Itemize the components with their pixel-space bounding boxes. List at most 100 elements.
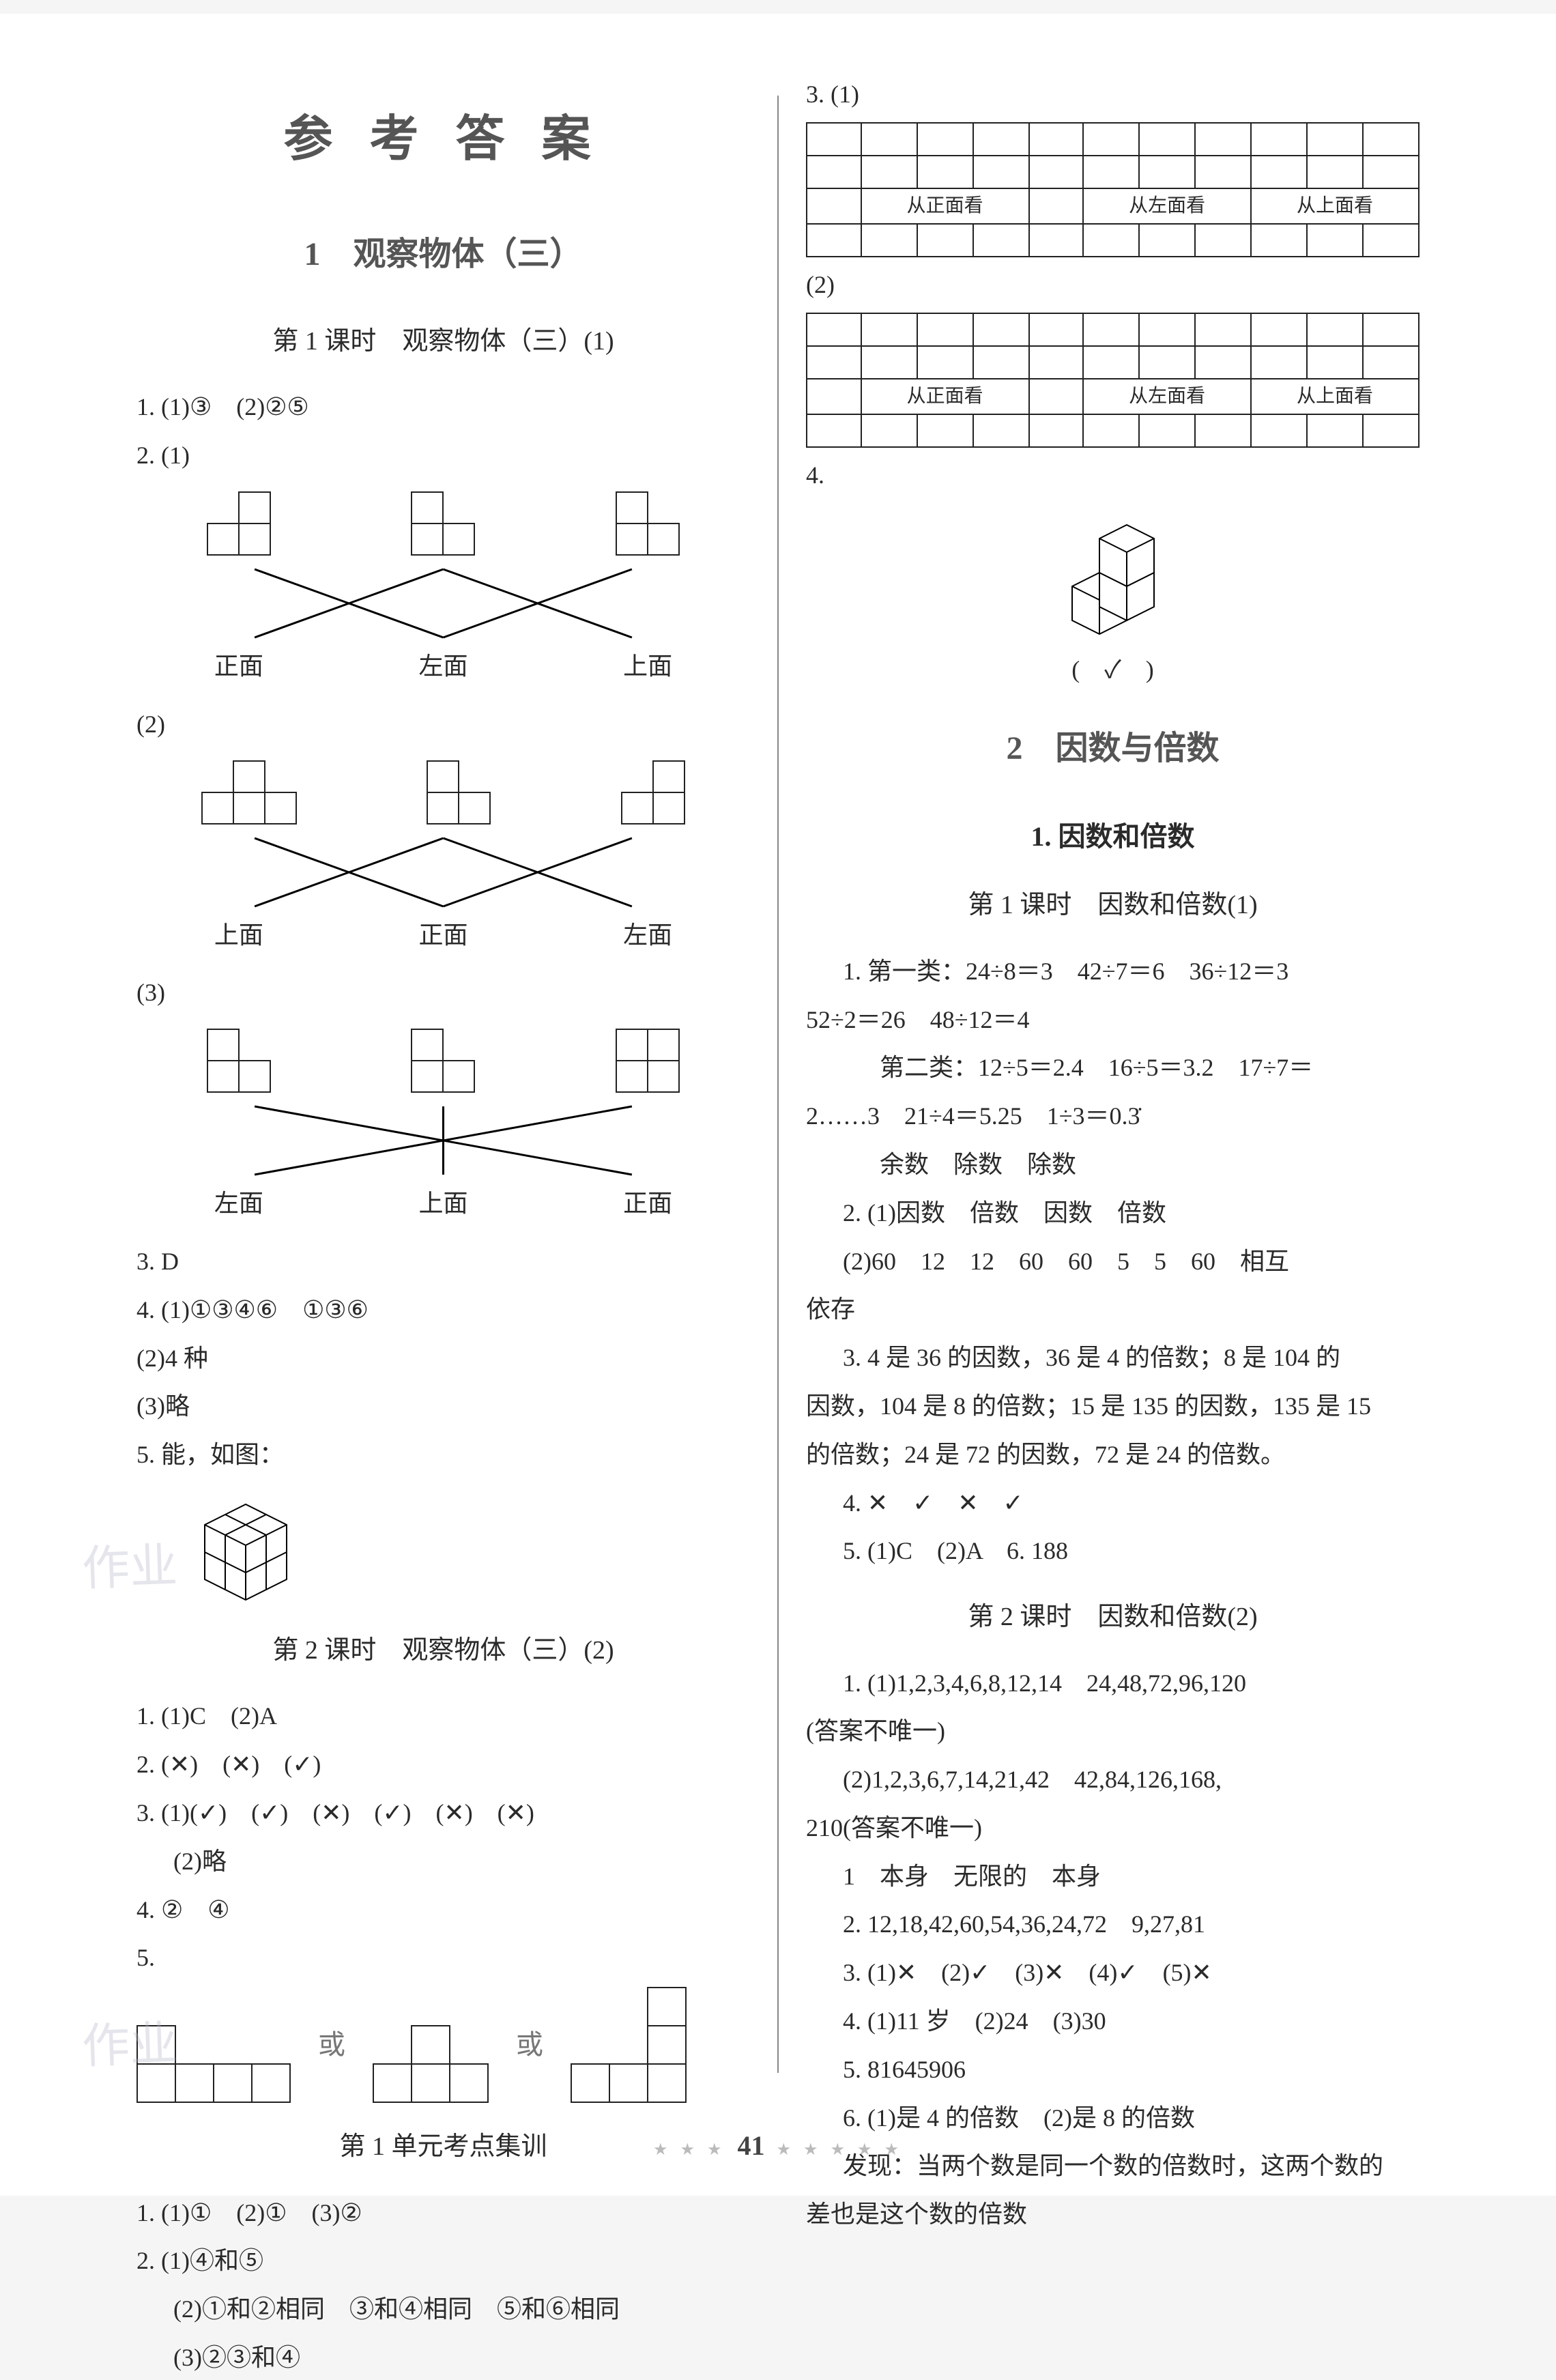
l2-q5: 5. — [136, 1936, 750, 1980]
grid1-label-c: 从上面看 — [1251, 188, 1419, 224]
l2-q3: 3. (1)(✓) (✓) (✕) (✓) (✕) (✕) — [136, 1791, 750, 1835]
q1: 1. (1)③ (2)②⑤ — [136, 385, 750, 429]
lesson-2-2-title: 第 2 课时 因数和倍数(2) — [806, 1594, 1420, 1640]
c2l1-q1c: 第二类：12÷5＝2.4 16÷5＝3.2 17÷7＝ — [806, 1046, 1420, 1090]
q4-1: 4. (1)①③④⑥ ①③⑥ — [136, 1288, 750, 1332]
l2-q1: 1. (1)C (2)A — [136, 1694, 750, 1738]
grid1-label-a: 从正面看 — [861, 188, 1029, 224]
u1-q2-1: 2. (1)④和⑤ — [136, 2239, 750, 2283]
c2l1-q5: 5. (1)C (2)A 6. 188 — [806, 1529, 1420, 1573]
c2l2-q6c: 差也是这个数的倍数 — [806, 2192, 1420, 2237]
lesson-2-1-title: 第 1 课时 因数和倍数(1) — [806, 882, 1420, 928]
q4-mark: ( ✓ ) — [806, 648, 1420, 692]
q5-shape-a — [136, 2025, 291, 2103]
shape-1a — [207, 491, 271, 556]
shape-2a — [201, 760, 297, 825]
shapes-set-2 — [136, 760, 750, 825]
cube-2x2x2 — [177, 1484, 314, 1607]
u1-q2-3: (3)②③和④ — [136, 2336, 750, 2380]
label-1a: 正面 — [214, 644, 263, 689]
iso-cubes-q4 — [1052, 504, 1175, 641]
label-2b: 正面 — [418, 913, 467, 958]
r-q3-2: (2) — [806, 263, 1420, 307]
c2l1-q4: 4. ✕ ✓ ✕ ✓ — [806, 1481, 1420, 1525]
l2-q2: 2. (✕) (✕) (✓) — [136, 1743, 750, 1787]
grid2-label-b: 从左面看 — [1083, 379, 1251, 414]
c2l1-q3c: 的倍数；24 是 72 的因数，72 是 24 的倍数。 — [806, 1433, 1420, 1477]
c2l2-q5: 5. 81645906 — [806, 2048, 1420, 2092]
chapter-1-title: 1 观察物体（三） — [136, 225, 750, 284]
c2l2-q1a: 1. (1)1,2,3,4,6,8,12,14 24,48,72,96,120 — [806, 1661, 1420, 1706]
shapes-set-3 — [136, 1029, 750, 1093]
c2l1-q3b: 因数，104 是 8 的倍数；15 是 135 的因数，135 是 15 — [806, 1384, 1420, 1429]
main-title: 参 考 答 案 — [136, 96, 750, 184]
r-q3-head: 3. (1) — [806, 72, 1420, 117]
u1-q2-2: (2)①和②相同 ③和④相同 ⑤和⑥相同 — [136, 2287, 750, 2332]
q4-3: (3)略 — [136, 1384, 750, 1429]
c2l1-q1d: 2……3 21÷4＝5.25 1÷3＝0.3̇ — [806, 1094, 1420, 1138]
label-3b: 上面 — [418, 1181, 467, 1226]
grid2-label-a: 从正面看 — [861, 379, 1029, 414]
r-q4-head: 4. — [806, 453, 1420, 498]
c2l1-q1a: 1. 第一类：24÷8＝3 42÷7＝6 36÷12＝3 — [806, 949, 1420, 994]
shapes-set-1 — [136, 491, 750, 556]
chapter-2-title: 2 因数与倍数 — [806, 719, 1420, 778]
q2-2: (2) — [136, 702, 750, 747]
answer-grid-1: 从正面看 从左面看从上面看 — [806, 122, 1420, 257]
c2l2-q2: 2. 12,18,42,60,54,36,24,72 9,27,81 — [806, 1902, 1420, 1947]
c2l1-q1e: 余数 除数 除数 — [806, 1143, 1420, 1187]
page-footer: ★ ★ ★ 41 ★ ★ ★ ★ ★ — [0, 2130, 1556, 2162]
c2l2-q1e: 1 本身 无限的 本身 — [806, 1854, 1420, 1899]
cross-3 — [164, 1100, 723, 1181]
q2-3: (3) — [136, 971, 750, 1015]
right-column: 3. (1) 从正面看从左面看从上面看 (2) 从正面看从左面看从上面看 4. — [779, 68, 1474, 2155]
sub-2-1: 1. 因数和倍数 — [806, 812, 1420, 861]
answer-grid-2: 从正面看 从左面看从上面看 — [806, 313, 1420, 448]
cross-2 — [164, 831, 723, 913]
shape-3b — [411, 1029, 475, 1093]
labels-set-1: 正面 左面 上面 — [136, 644, 750, 689]
label-3c: 正面 — [623, 1181, 672, 1226]
shape-3a — [207, 1029, 271, 1093]
c2l2-q1b: (答案不唯一) — [806, 1709, 1420, 1753]
q5-shape-c — [571, 1987, 687, 2103]
q5-shapes: 或 或 — [136, 1987, 750, 2103]
c2l1-q2c: 依存 — [806, 1287, 1420, 1332]
shape-2b — [427, 760, 491, 825]
or-2: 或 — [516, 2020, 543, 2069]
c2l1-q1b: 52÷2＝26 48÷12＝4 — [806, 998, 1420, 1042]
labels-set-3: 左面 上面 正面 — [136, 1181, 750, 1226]
c2l2-q1d: 210(答案不唯一) — [806, 1806, 1420, 1850]
or-1: 或 — [318, 2020, 345, 2069]
label-3a: 左面 — [214, 1181, 263, 1226]
labels-set-2: 上面 正面 左面 — [136, 913, 750, 958]
u1-q1: 1. (1)① (2)① (3)② — [136, 2191, 750, 2235]
q3: 3. D — [136, 1239, 750, 1284]
shape-1b — [411, 491, 475, 556]
c2l2-q1c: (2)1,2,3,6,7,14,21,42 42,84,126,168, — [806, 1758, 1420, 1802]
c2l1-q3a: 3. 4 是 36 的因数，36 是 4 的倍数；8 是 104 的 — [806, 1336, 1420, 1380]
c2l2-q4: 4. (1)11 岁 (2)24 (3)30 — [806, 1999, 1420, 2044]
grid2-label-c: 从上面看 — [1251, 379, 1419, 414]
label-2a: 上面 — [214, 913, 263, 958]
c2l1-q2b: (2)60 12 12 60 60 5 5 60 相互 — [806, 1239, 1420, 1284]
c2l2-q3: 3. (1)✕ (2)✓ (3)✕ (4)✓ (5)✕ — [806, 1951, 1420, 1995]
q2-head: 2. (1) — [136, 433, 750, 478]
l2-q3-2: (2)略 — [136, 1839, 750, 1884]
q4-2: (2)4 种 — [136, 1336, 750, 1381]
grid1-label-b: 从左面看 — [1083, 188, 1251, 224]
shape-1c — [616, 491, 680, 556]
left-column: 参 考 答 案 1 观察物体（三） 第 1 课时 观察物体（三）(1) 1. (… — [82, 68, 777, 2155]
page-number: 41 — [737, 2130, 764, 2161]
l2-q4: 4. ② ④ — [136, 1888, 750, 1932]
lesson-2-title: 第 2 课时 观察物体（三）(2) — [136, 1627, 750, 1674]
page-root: 作业 作业 参 考 答 案 1 观察物体（三） 第 1 课时 观察物体（三）(1… — [0, 14, 1556, 2196]
stars-left: ★ ★ ★ — [653, 2141, 726, 2159]
shape-2c — [621, 760, 685, 825]
lesson-1-title: 第 1 课时 观察物体（三）(1) — [136, 318, 750, 364]
stars-right: ★ ★ ★ ★ ★ — [776, 2141, 903, 2159]
q5: 5. 能，如图： — [136, 1433, 750, 1477]
label-1c: 上面 — [623, 644, 672, 689]
q5-shape-b — [373, 2025, 489, 2103]
label-2c: 左面 — [623, 913, 672, 958]
